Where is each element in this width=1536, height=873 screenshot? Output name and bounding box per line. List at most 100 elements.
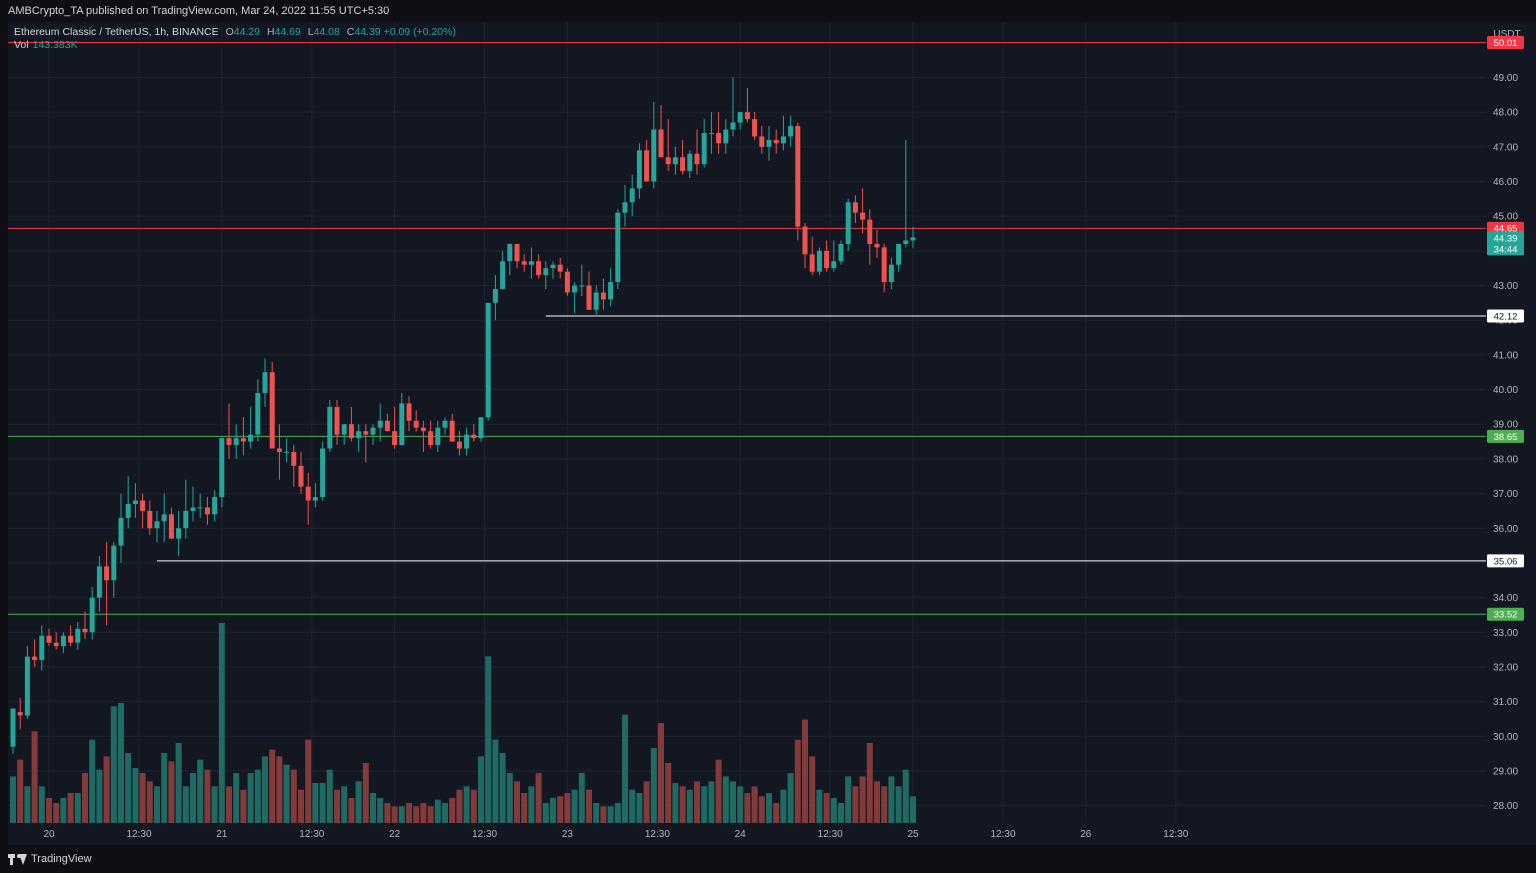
time-axis-panel[interactable]	[8, 823, 1486, 845]
volume-bar	[542, 803, 549, 823]
volume-bar	[118, 703, 124, 823]
candle-body	[572, 285, 578, 293]
volume-bar	[881, 786, 888, 823]
open-value: 44.29	[233, 26, 261, 38]
volume-bar	[233, 773, 240, 823]
candle-body	[759, 136, 765, 147]
volume-bar	[312, 783, 319, 823]
level-price-tag	[1487, 309, 1524, 323]
brand-name: TradingView	[31, 853, 92, 865]
tradingview-brand[interactable]: TradingView	[8, 853, 92, 865]
volume-bar	[204, 769, 211, 823]
low-label: L	[307, 26, 314, 38]
volume-bar	[427, 806, 434, 823]
volume-bar	[643, 781, 650, 823]
volume-bar	[370, 793, 376, 823]
candle-body	[435, 427, 441, 446]
volume-bar	[348, 798, 355, 823]
price-axis-tick-label: 37.00	[1493, 489, 1518, 500]
volume-bar	[82, 773, 88, 823]
volume-bar	[463, 786, 470, 823]
time-axis-tick-label: 12:30	[990, 829, 1015, 840]
volume-bar	[787, 773, 794, 823]
volume-bar	[665, 763, 672, 823]
volume-bar	[74, 793, 81, 823]
volume-bar	[895, 786, 902, 823]
volume-bar	[326, 769, 333, 823]
volume-bar	[305, 739, 312, 823]
candle-body	[586, 285, 592, 310]
volume-bar	[197, 759, 204, 823]
candle-body	[413, 420, 419, 428]
candle-body	[132, 500, 138, 504]
volume-bar	[67, 793, 74, 823]
candle-body	[334, 406, 340, 435]
volume-bar	[182, 786, 189, 823]
volume-bar	[874, 781, 880, 823]
level-price-label: 33.52	[1494, 610, 1518, 621]
volume-bar	[773, 803, 780, 823]
volume-bar	[211, 786, 218, 823]
candle-body	[622, 202, 628, 213]
candle-body	[867, 219, 873, 244]
candle-body	[197, 507, 203, 509]
candle-body	[255, 393, 261, 435]
candle-body	[392, 431, 398, 446]
time-axis-tick-label: 12:30	[818, 829, 843, 840]
candle-body	[320, 448, 326, 498]
volume-bar	[802, 719, 808, 823]
volume-bar	[276, 756, 283, 823]
time-axis-tick-label: 24	[735, 829, 747, 840]
candle-body	[356, 431, 362, 439]
candle-body	[212, 497, 218, 515]
volume-bar	[499, 753, 506, 823]
candle-body	[543, 268, 549, 276]
volume-bar	[737, 786, 744, 823]
candle-body	[852, 202, 858, 213]
volume-bar	[240, 789, 247, 823]
candle-body	[716, 132, 722, 144]
candle-body	[672, 157, 678, 165]
volume-bar	[578, 773, 585, 823]
price-axis-tick-label: 46.00	[1493, 177, 1518, 188]
level-price-tag	[1487, 35, 1524, 49]
candle-body	[694, 153, 700, 165]
candle-body	[579, 285, 585, 287]
volume-bar	[506, 773, 513, 823]
volume-bar	[838, 803, 844, 823]
candle-body	[492, 289, 498, 303]
price-axis-tick-label: 48.00	[1493, 108, 1518, 119]
time-axis-tick-label: 25	[907, 829, 919, 840]
candle-body	[147, 510, 153, 529]
candle-body	[478, 417, 484, 439]
candle-body	[780, 136, 786, 144]
price-axis-tick-label: 49.00	[1493, 73, 1518, 84]
candle-body	[651, 129, 657, 182]
candle-body	[701, 132, 707, 165]
plot-area[interactable]	[8, 22, 1486, 823]
publish-text: AMBCrypto_TA published on TradingView.co…	[8, 5, 390, 17]
candle-body	[442, 420, 448, 428]
volume-bar	[290, 769, 297, 823]
volume-bar	[283, 764, 290, 823]
candle-body	[298, 465, 304, 487]
price-axis-tick-label: 28.00	[1493, 801, 1518, 812]
symbol-title[interactable]: Ethereum Classic / TetherUS, 1h, BINANCE	[14, 26, 219, 38]
volume-bar	[780, 789, 787, 823]
close-value: 44.39	[354, 26, 381, 38]
volume-bar	[910, 796, 916, 823]
volume-bar	[413, 806, 420, 823]
candle-body	[456, 441, 462, 449]
volume-bar	[442, 803, 448, 823]
volume-bar	[715, 759, 722, 823]
open-label: O	[225, 26, 234, 38]
last-price-tag	[1487, 231, 1524, 256]
volume-bar	[449, 798, 456, 823]
candle-body	[399, 403, 405, 446]
volume-bar	[46, 798, 52, 823]
candle-body	[269, 372, 275, 449]
candle-body	[744, 112, 750, 120]
candle-body	[773, 139, 779, 144]
